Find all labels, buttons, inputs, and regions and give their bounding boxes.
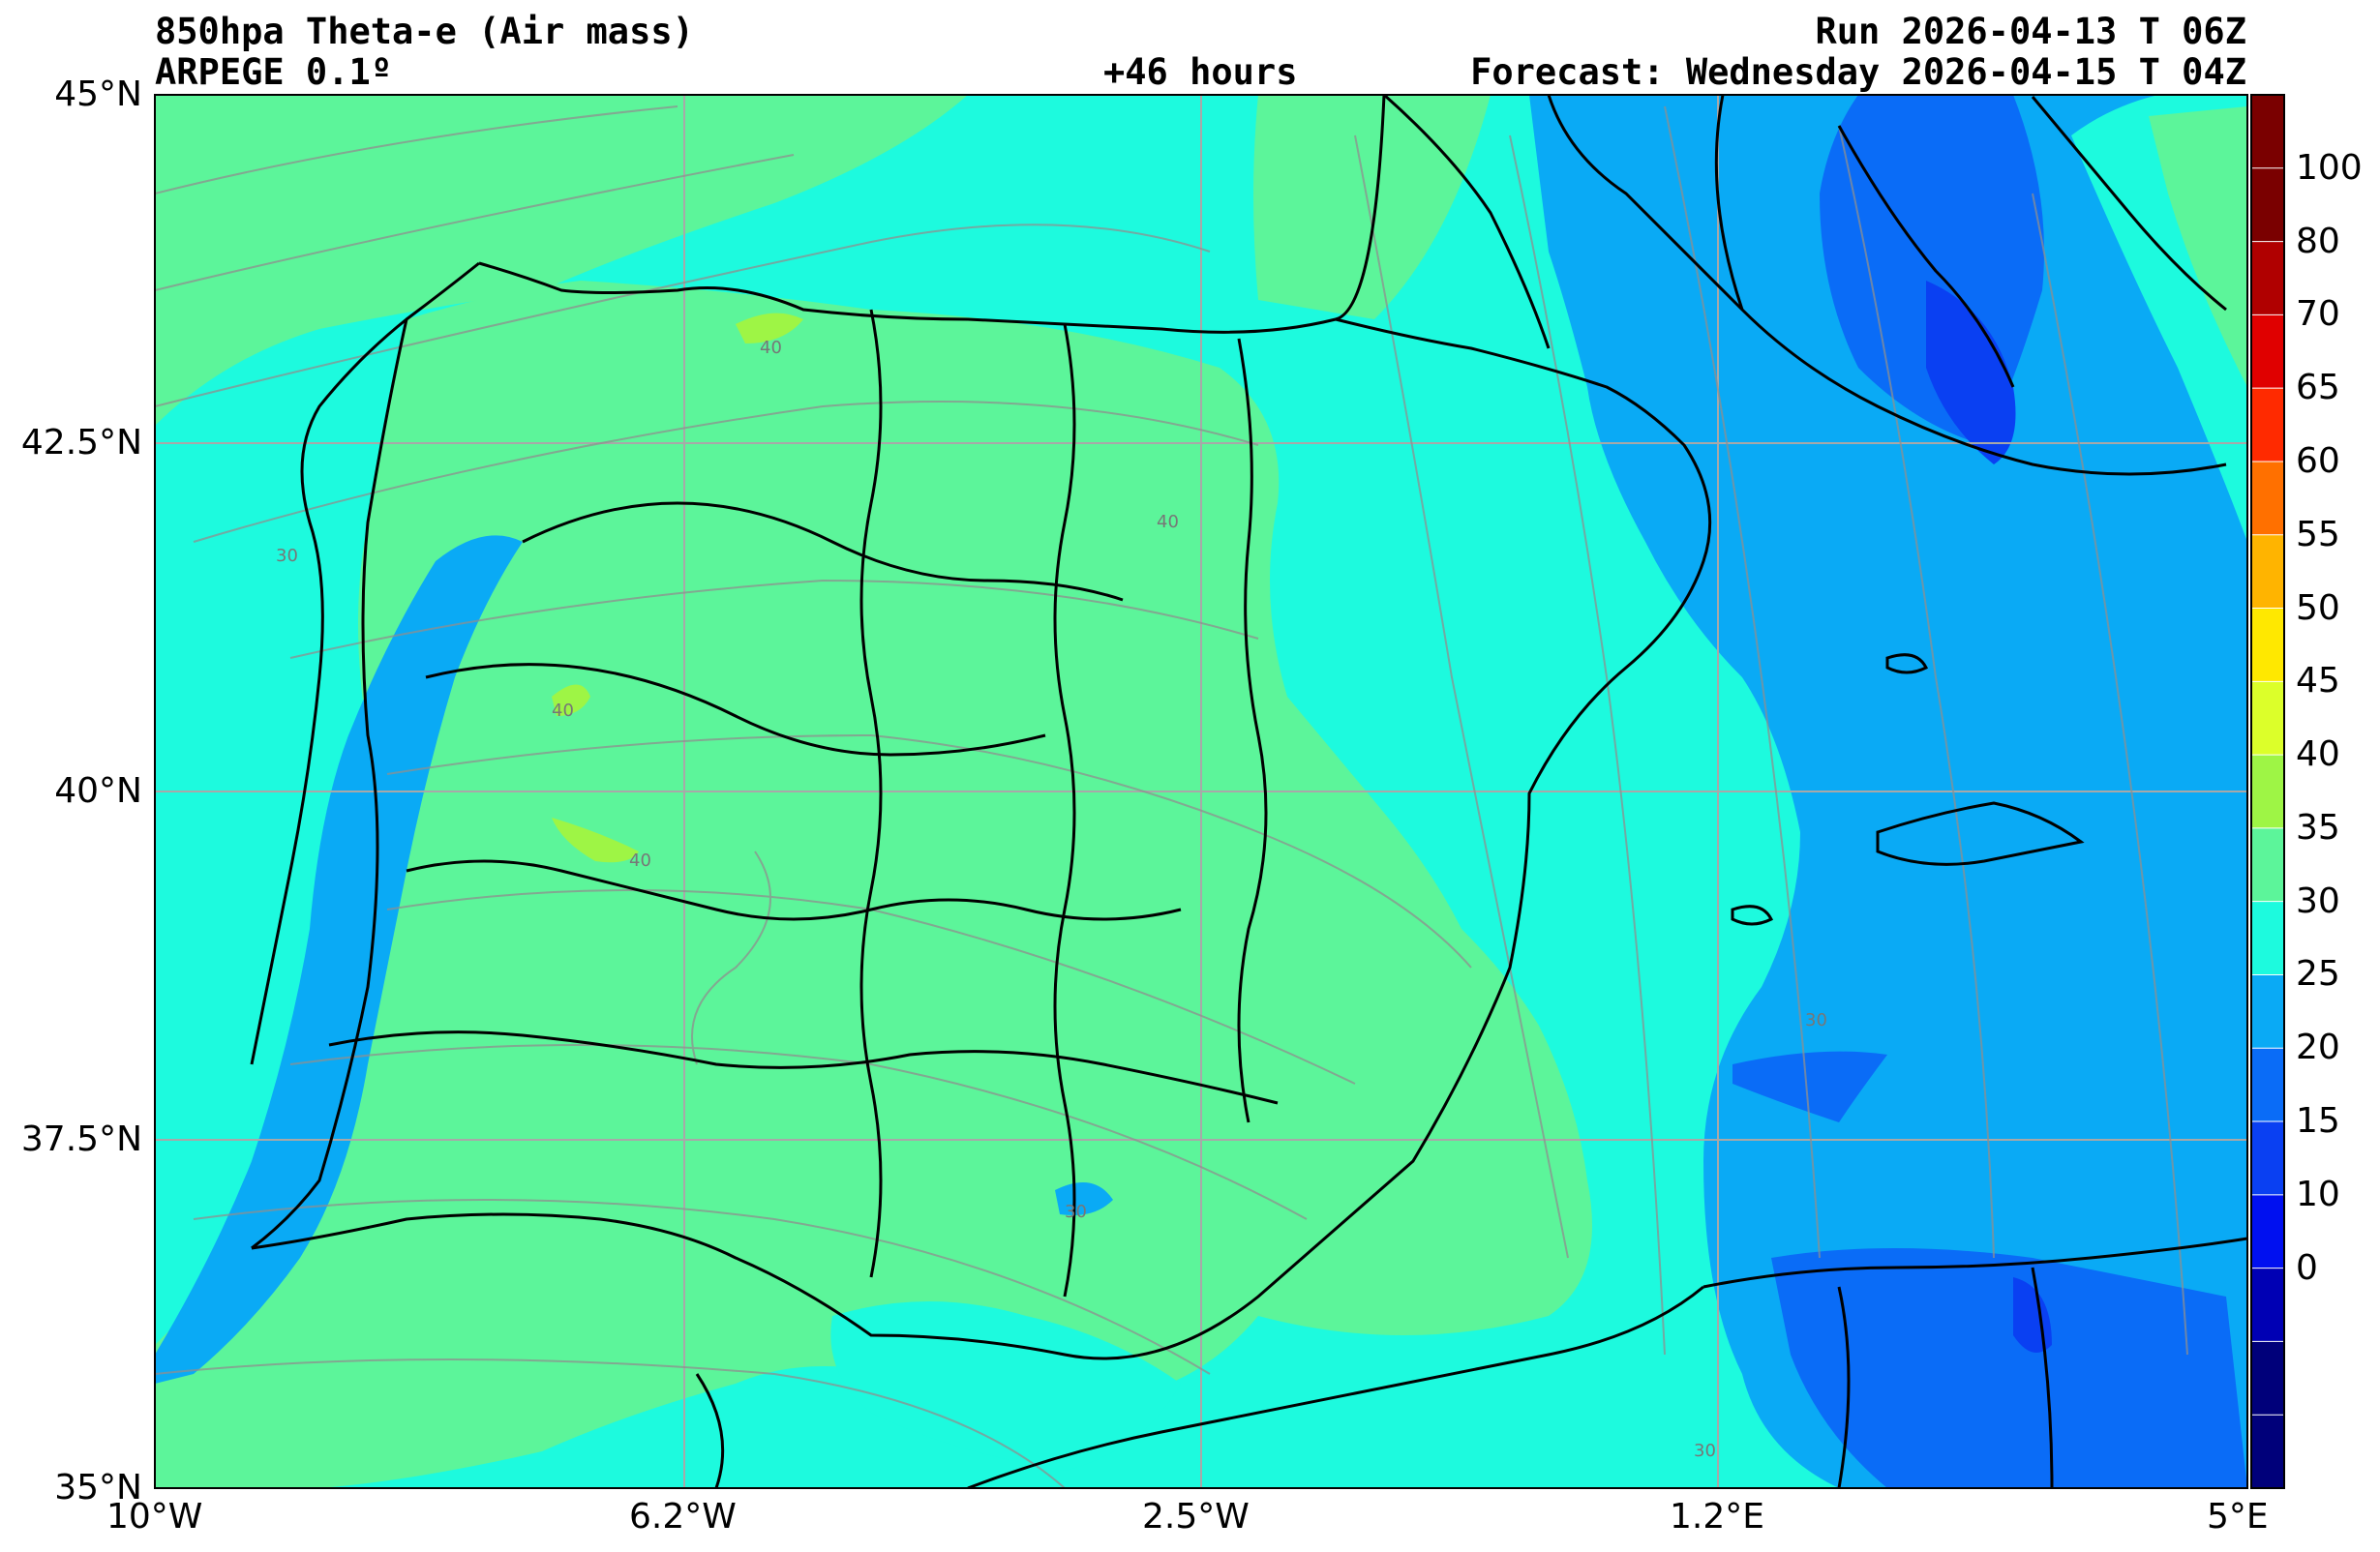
borders: [250, 95, 2247, 1488]
contour-label: 30: [1694, 1441, 1716, 1461]
colorbar-segment: [2251, 1121, 2284, 1196]
colorbar-segment: [2251, 681, 2284, 756]
colorbar-segment: [2251, 827, 2284, 903]
colorbar-segment: [2251, 388, 2284, 463]
lat-label-42-5n: 42.5°N: [20, 423, 142, 463]
map-frame: [154, 94, 2248, 1489]
lon-label-2-5w: 2.5°W: [1142, 1497, 1250, 1537]
colorbar-segment: [2251, 1415, 2284, 1489]
northern-green-area: [1253, 95, 1491, 319]
warm-patch-north: [736, 313, 803, 343]
north-africa-blue-patch: [1771, 1248, 2247, 1488]
colorbar-tick-label: 30: [2296, 880, 2340, 921]
colorbar-segment: [2251, 314, 2284, 389]
southern-cyan-patch: [830, 1301, 1181, 1471]
lat-label-45n: 45°N: [54, 75, 142, 114]
contour-labels: 40 40 40 40 30 30 30 30: [276, 338, 1827, 1461]
colorbar-tick-label: 35: [2296, 807, 2340, 848]
lat-label-40n: 40°N: [54, 771, 142, 811]
lon-label-10w: 10°W: [106, 1497, 203, 1537]
colorbar-segment: [2251, 167, 2284, 243]
forecast-time: Forecast: Wednesday 2026-04-15 T 04Z: [1470, 51, 2246, 93]
colorbar-segment: [2251, 1268, 2284, 1342]
contour-label: 40: [629, 851, 651, 871]
colorbar-segment: [2251, 534, 2284, 610]
contour-label: 40: [552, 701, 574, 721]
colorbar-tick-label: 15: [2296, 1101, 2340, 1142]
colorbar-segment: [2251, 1194, 2284, 1269]
contour-label: 30: [1065, 1202, 1087, 1222]
colorbar-segment: [2251, 461, 2284, 536]
colorbar-tick-label: 10: [2296, 1174, 2340, 1214]
atlantic-green-area: [155, 95, 968, 426]
run-time: Run 2026-04-13 T 06Z: [1815, 11, 2246, 52]
inland-blue-patch: [1055, 1182, 1113, 1215]
contour-label: 40: [1157, 512, 1179, 532]
colorbar-tick-label: 80: [2296, 221, 2340, 261]
graticule: [155, 95, 2247, 1488]
colorbar-segment: [2251, 901, 2284, 975]
colorbar-tick-label: 50: [2296, 587, 2340, 628]
far-east-green-area: [2149, 106, 2247, 387]
lon-label-5e: 5°E: [2207, 1497, 2269, 1537]
colorbar-segment: [2251, 1341, 2284, 1416]
colorbar-tick-label: 40: [2296, 734, 2340, 775]
lat-label-37-5n: 37.5°N: [20, 1119, 142, 1159]
warm-patch-center: [552, 818, 639, 863]
lat-label-35n: 35°N: [54, 1468, 142, 1507]
colorbar-tick-label: 25: [2296, 954, 2340, 995]
colorbar-tick-label: 55: [2296, 514, 2340, 554]
model-name: ARPEGE 0.1º: [155, 51, 393, 93]
warm-patch-west: [552, 684, 590, 716]
balearic-blue-patch: [1732, 1051, 1887, 1122]
colorbar-tick-label: 100: [2296, 147, 2363, 188]
colorbar-segment: [2251, 755, 2284, 829]
contour-label: 30: [276, 546, 298, 566]
colorbar-tick-label: 20: [2296, 1028, 2340, 1068]
lead-time: +46 hours: [1103, 51, 1298, 93]
deep-blue-patch: [1926, 281, 2016, 464]
colorbar-segment: [2251, 974, 2284, 1049]
lon-label-1-2e: 1.2°E: [1670, 1497, 1764, 1537]
colorbar-frame: [2250, 94, 2285, 1489]
lon-label-6-2w: 6.2°W: [629, 1497, 737, 1537]
colorbar: [2250, 94, 2285, 1489]
colorbar-segment: [2251, 95, 2284, 169]
colorbar-tick-label: 65: [2296, 368, 2340, 408]
colorbar-segment: [2251, 608, 2284, 682]
colorbar-tick-label: 60: [2296, 440, 2340, 481]
colorbar-segment: [2251, 241, 2284, 315]
colorbar-tick-label: 45: [2296, 661, 2340, 701]
contour-label: 40: [760, 338, 782, 358]
colorbar-tick-label: 0: [2296, 1247, 2318, 1288]
colorbar-segment: [2251, 1048, 2284, 1122]
contour-label: 30: [1805, 1010, 1827, 1030]
colorbar-tick-label: 70: [2296, 294, 2340, 335]
wind-streamlines: [155, 105, 2188, 1488]
portugal-blue-tongue: [155, 535, 523, 1384]
chart-title: 850hpa Theta-e (Air mass): [155, 11, 694, 52]
